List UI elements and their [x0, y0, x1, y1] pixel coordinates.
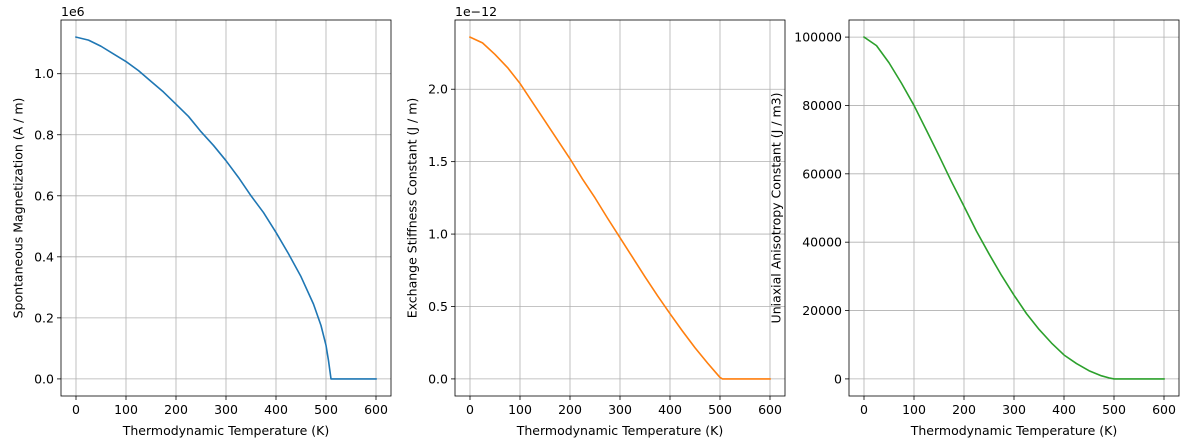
y-tick-label: 100000	[794, 30, 842, 45]
x-axis-label: Thermodynamic Temperature (K)	[516, 423, 724, 438]
x-tick-label: 500	[1102, 402, 1126, 417]
x-axis-label: Thermodynamic Temperature (K)	[910, 423, 1118, 438]
y-tick-label: 0.6	[34, 188, 54, 203]
x-tick-label: 400	[1052, 402, 1076, 417]
y-tick-label: 0.0	[34, 371, 54, 386]
y-axis-label: Uniaxial Anisotropy Constant (J / m3)	[769, 93, 784, 324]
x-tick-label: 100	[902, 402, 926, 417]
y-tick-label: 0.0	[428, 371, 448, 386]
y-tick-label: 60000	[802, 166, 842, 181]
y-tick-label: 0.8	[34, 127, 54, 142]
y-tick-label: 0.4	[34, 249, 54, 264]
x-tick-label: 500	[708, 402, 732, 417]
x-tick-label: 400	[264, 402, 288, 417]
y-axis-label: Spontaneous Magnetization (A / m)	[11, 98, 26, 319]
x-tick-label: 300	[608, 402, 632, 417]
x-tick-label: 100	[508, 402, 532, 417]
series-line	[862, 35, 1165, 380]
subplot-1: 0 100 200 300 400 500 600 0.0 0.2 0.4 0.6 0.8 1.0 1e6…	[11, 4, 392, 438]
y-tick-label: 0	[834, 371, 842, 386]
y-offset-label: 1e6	[61, 4, 85, 19]
y-tick-label: 1.0	[428, 227, 448, 242]
subplot-3: 0 100 200 300 400 500 600 0 20000 40000 60000 80000…	[769, 19, 1180, 438]
x-tick-label: 200	[164, 402, 188, 417]
x-tick-label: 300	[214, 402, 238, 417]
x-tick-label: 100	[114, 402, 138, 417]
series-line	[75, 36, 377, 380]
x-tick-label: 500	[314, 402, 338, 417]
subplot-2: 0 100 200 300 400 500 600 0.0 0.5 1.0 1.5 2.0 1e−12 T…	[405, 4, 786, 438]
y-tick-label: 20000	[802, 303, 842, 318]
y-tick-label: 2.0	[428, 82, 448, 97]
y-tick-label: 0.5	[428, 299, 448, 314]
series-line	[468, 36, 771, 380]
x-tick-label: 200	[952, 402, 976, 417]
x-tick-label: 0	[860, 402, 868, 417]
x-tick-label: 200	[558, 402, 582, 417]
y-axis-label: Exchange Stiffness Constant (J / m)	[405, 98, 420, 319]
y-tick-label: 80000	[802, 98, 842, 113]
x-axis-label: Thermodynamic Temperature (K)	[122, 423, 330, 438]
y-tick-label: 1.5	[428, 154, 448, 169]
x-tick-label: 0	[72, 402, 80, 417]
x-tick-label: 600	[364, 402, 388, 417]
x-tick-label: 0	[466, 402, 474, 417]
y-tick-label: 0.2	[34, 310, 54, 325]
y-tick-label: 1.0	[34, 66, 54, 81]
y-offset-label: 1e−12	[455, 4, 497, 19]
x-tick-label: 600	[1152, 402, 1176, 417]
x-tick-label: 300	[1002, 402, 1026, 417]
x-tick-label: 400	[658, 402, 682, 417]
x-tick-label: 600	[758, 402, 782, 417]
y-tick-label: 40000	[802, 235, 842, 250]
